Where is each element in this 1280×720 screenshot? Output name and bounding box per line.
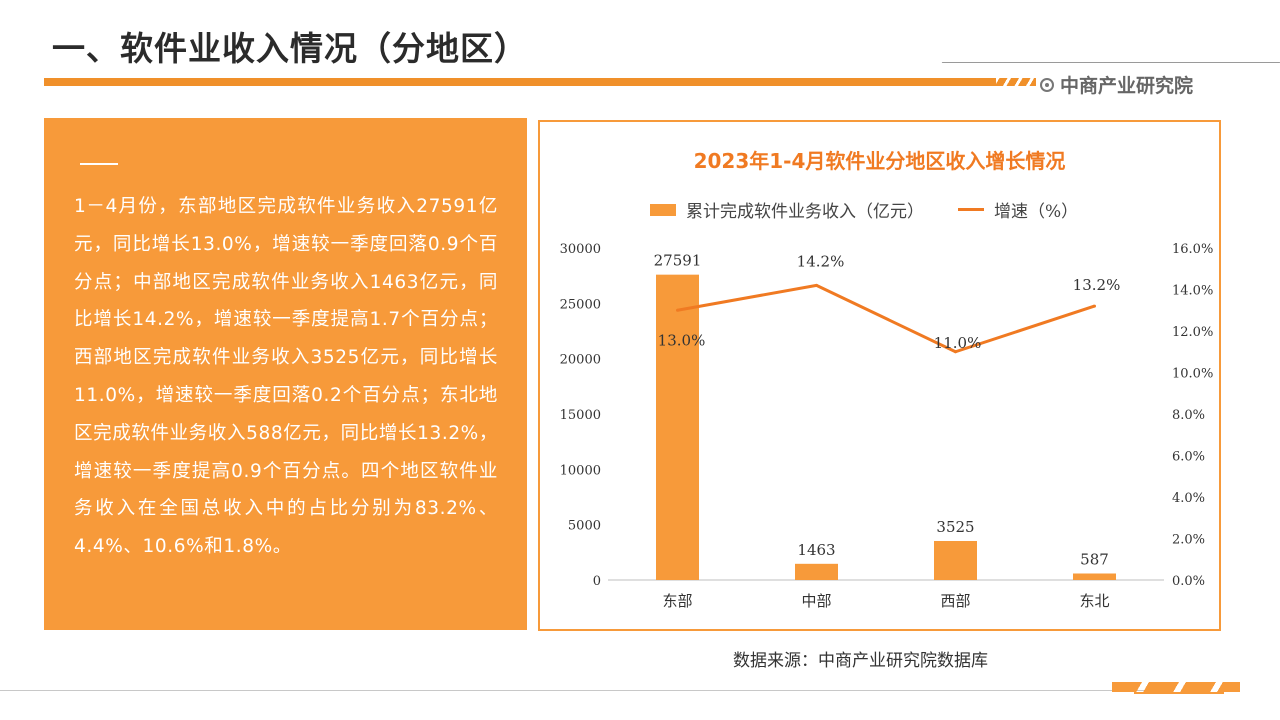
bar-3 <box>1073 573 1116 580</box>
bar-data-label: 1463 <box>797 541 835 559</box>
y-left-tick-label: 25000 <box>560 297 601 312</box>
chart-container: 2023年1-4月软件业分地区收入增长情况 累计完成软件业务收入（亿元） 增速（… <box>538 120 1221 631</box>
y-left-tick-label: 10000 <box>560 463 601 478</box>
chart-legend: 累计完成软件业务收入（亿元） 增速（%） <box>650 197 1078 222</box>
bar-0 <box>656 274 699 580</box>
summary-text: 1－4月份，东部地区完成软件业务收入27591亿元，同比增长13.0%，增速较一… <box>74 196 498 558</box>
y-left-tick-label: 5000 <box>568 519 601 534</box>
line-data-label: 13.2% <box>1073 276 1121 294</box>
line-data-label: 14.2% <box>797 252 845 270</box>
header-divider <box>941 62 1280 63</box>
y-right-tick-label: 4.0% <box>1172 491 1205 506</box>
brand-logo: 中商产业研究院 <box>1040 71 1193 98</box>
data-source: 数据来源：中商产业研究院数据库 <box>733 651 988 671</box>
y-right-tick-label: 6.0% <box>1172 450 1205 465</box>
y-left-tick-label: 30000 <box>560 242 601 257</box>
panel-dash <box>80 163 118 165</box>
footer-accent-bars <box>1112 682 1240 692</box>
y-left-tick-label: 0 <box>593 574 601 589</box>
y-left-tick-label: 20000 <box>560 353 601 368</box>
y-right-tick-label: 2.0% <box>1172 533 1205 548</box>
legend-label-revenue: 累计完成软件业务收入（亿元） <box>686 202 924 222</box>
y-right-tick-label: 0.0% <box>1172 574 1205 589</box>
growth-point-1 <box>815 283 818 287</box>
bar-data-label: 27591 <box>654 252 702 270</box>
page-title: 一、软件业收入情况（分地区） <box>52 29 528 68</box>
legend-item-revenue: 累计完成软件业务收入（亿元） <box>650 197 924 222</box>
footer-divider <box>0 690 1160 691</box>
x-tick-label: 东北 <box>1079 592 1109 610</box>
line-data-label: 11.0% <box>934 334 982 352</box>
growth-point-2 <box>954 350 957 354</box>
y-right-tick-label: 10.0% <box>1172 367 1213 382</box>
x-tick-label: 西部 <box>940 592 970 610</box>
brand-name: 中商产业研究院 <box>1060 75 1194 97</box>
legend-line-swatch <box>958 208 984 211</box>
title-underline <box>44 78 1036 86</box>
line-data-label: 13.0% <box>658 331 706 349</box>
bar-data-label: 587 <box>1080 551 1109 569</box>
bar-data-label: 3525 <box>936 518 974 536</box>
y-right-tick-label: 16.0% <box>1172 242 1213 257</box>
x-tick-label: 东部 <box>662 592 692 610</box>
legend-label-growth: 增速（%） <box>994 202 1079 222</box>
title-underline-stripes <box>996 78 1036 86</box>
x-tick-label: 中部 <box>801 592 831 610</box>
bar-1 <box>795 563 838 580</box>
growth-point-0 <box>676 308 679 312</box>
y-left-tick-label: 15000 <box>560 408 601 423</box>
chart-title: 2023年1-4月软件业分地区收入增长情况 <box>693 149 1066 173</box>
legend-item-growth: 增速（%） <box>924 197 1078 222</box>
y-right-tick-label: 14.0% <box>1172 284 1213 299</box>
y-right-tick-label: 12.0% <box>1172 325 1213 340</box>
bar-2 <box>934 540 977 580</box>
y-right-tick-label: 8.0% <box>1172 408 1205 423</box>
brand-target-icon <box>1040 77 1054 92</box>
growth-line <box>677 283 1095 354</box>
legend-bar-swatch <box>650 203 676 216</box>
combo-chart: 0 5000 10000 15000 20000 25000 30000 0.0% 2.0% 4.… <box>560 242 1214 610</box>
footer-accent-line <box>1134 692 1224 694</box>
growth-point-3 <box>1093 304 1096 308</box>
summary-panel: 1－4月份，东部地区完成软件业务收入27591亿元，同比增长13.0%，增速较一… <box>44 118 527 630</box>
